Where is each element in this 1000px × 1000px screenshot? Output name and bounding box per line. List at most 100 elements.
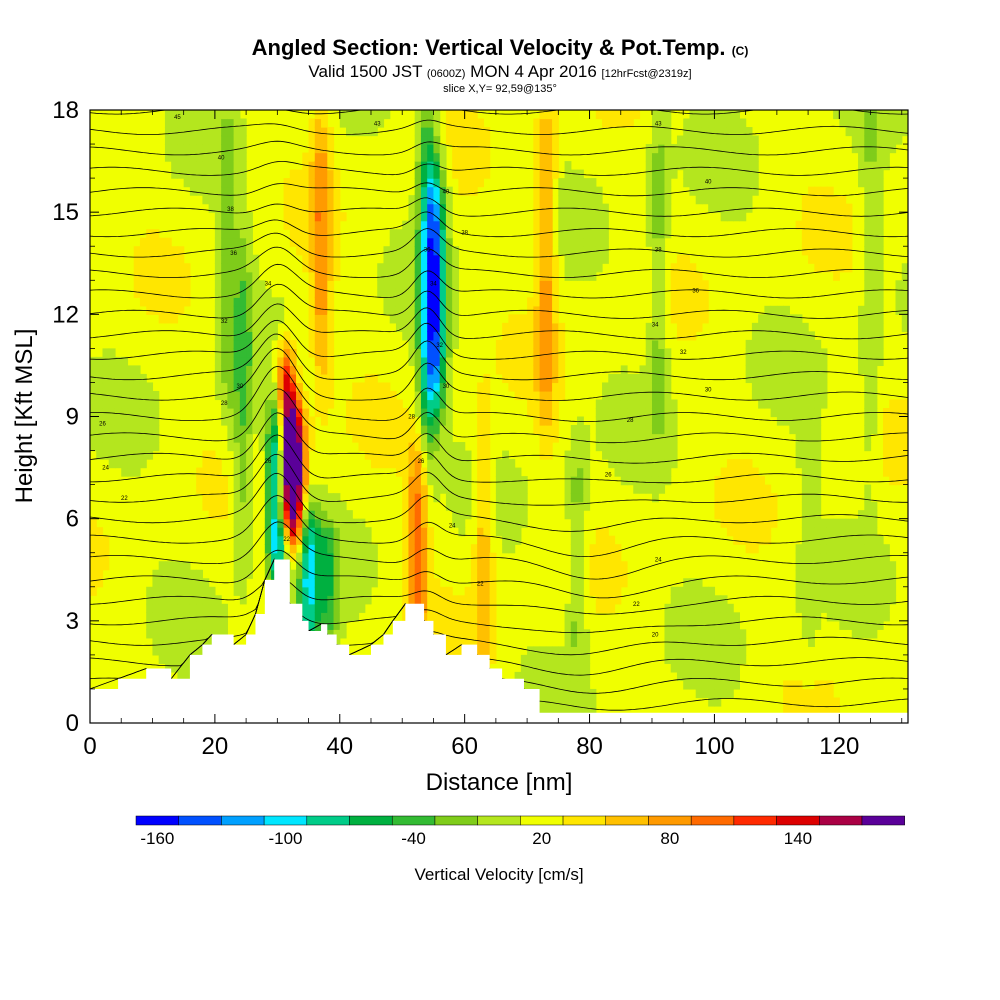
field-cell: [864, 297, 872, 307]
field-cell: [533, 407, 541, 418]
field-cell: [552, 671, 559, 682]
field-cell: [864, 339, 872, 349]
field-cell: [720, 620, 728, 630]
field-cell: [402, 450, 410, 460]
field-cell: [770, 501, 778, 511]
field-cell: [445, 646, 453, 656]
field-cell: [658, 390, 666, 401]
field-cell: [820, 390, 828, 401]
field-cell: [564, 229, 572, 239]
field-cell: [189, 169, 197, 179]
field-cell: [402, 433, 410, 443]
field-cell: [296, 510, 303, 520]
contour-label: 28: [221, 401, 228, 407]
field-cell: [614, 459, 622, 469]
field-cell: [783, 697, 790, 707]
field-cell: [439, 271, 447, 281]
field-cell: [864, 561, 872, 571]
field-cell: [658, 195, 666, 205]
field-cell: [233, 382, 241, 392]
field-cell: [277, 356, 285, 367]
slice-info: slice X,Y= 92,59@135°: [443, 83, 557, 95]
field-cell: [577, 237, 584, 247]
field-cell: [214, 178, 222, 188]
field-cell: [864, 331, 872, 341]
field-cell: [483, 510, 491, 520]
field-cell: [589, 212, 597, 222]
field-cell: [183, 603, 191, 613]
field-cell: [321, 510, 328, 520]
field-cell: [858, 603, 865, 613]
field-cell: [608, 586, 616, 596]
field-cell: [433, 237, 441, 247]
field-cell: [327, 493, 335, 503]
field-cell: [520, 510, 528, 520]
field-cell: [302, 544, 310, 554]
field-cell: [427, 271, 435, 281]
field-cell: [133, 442, 141, 452]
field-cell: [90, 425, 97, 435]
field-cell: [158, 314, 166, 324]
field-cell: [552, 305, 559, 315]
field-cell: [296, 186, 303, 196]
field-cell: [745, 135, 753, 145]
field-cell: [745, 178, 753, 188]
field-cell: [564, 450, 572, 460]
field-cell: [196, 620, 203, 630]
field-cell: [164, 637, 172, 647]
field-cell: [895, 467, 903, 477]
field-cell: [221, 220, 228, 230]
field-cell: [202, 144, 210, 154]
field-cell: [264, 518, 272, 528]
field-cell: [346, 544, 353, 554]
field-cell: [751, 484, 759, 494]
field-cell: [252, 365, 260, 375]
field-cell: [452, 263, 460, 273]
field-cell: [408, 297, 416, 307]
field-cell: [321, 331, 328, 341]
field-cell: [714, 118, 722, 128]
field-cell: [314, 527, 322, 537]
field-cell: [420, 246, 428, 256]
field-cell: [864, 356, 872, 367]
field-cell: [614, 118, 622, 128]
field-cell: [433, 186, 441, 196]
field-cell: [689, 169, 697, 179]
field-cell: [258, 365, 266, 375]
field-cell: [533, 390, 541, 401]
field-cell: [427, 178, 435, 188]
field-cell: [171, 578, 179, 588]
field-cell: [608, 110, 616, 120]
field-cell: [739, 127, 747, 137]
field-cell: [876, 263, 884, 273]
field-cell: [801, 705, 809, 716]
field-cell: [433, 484, 441, 494]
field-cell: [221, 178, 228, 188]
field-cell: [870, 561, 878, 571]
theta-isoline: [90, 495, 908, 557]
field-cell: [433, 288, 441, 298]
contour-label: 36: [424, 248, 431, 254]
field-cell: [458, 186, 466, 196]
field-cell: [264, 382, 272, 392]
field-cell: [208, 186, 216, 196]
field-cell: [152, 237, 160, 247]
field-cell: [758, 510, 765, 520]
field-cell: [620, 459, 628, 469]
field-cell: [308, 603, 316, 613]
field-cell: [127, 390, 135, 401]
field-cell: [770, 390, 778, 401]
field-cell: [520, 331, 528, 341]
field-cell: [839, 578, 847, 588]
field-cell: [664, 433, 672, 443]
field-cell: [851, 612, 859, 622]
field-cell: [876, 603, 884, 613]
field-cell: [133, 365, 141, 375]
field-cell: [202, 493, 210, 503]
field-cell: [433, 586, 441, 596]
field-cell: [308, 212, 316, 222]
field-cell: [826, 246, 834, 256]
contour-label: 26: [418, 459, 425, 465]
field-cell: [277, 348, 285, 358]
field-cell: [139, 373, 147, 384]
